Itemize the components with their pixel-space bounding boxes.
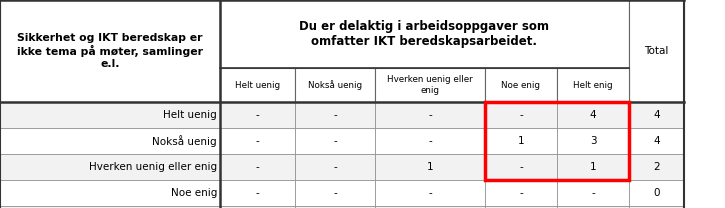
Bar: [0, 0, 220, 102]
Bar: [629, 128, 684, 154]
Bar: [485, 128, 557, 154]
Text: 4: 4: [653, 110, 660, 120]
Bar: [485, 206, 557, 208]
Text: 1: 1: [589, 162, 596, 172]
Text: -: -: [333, 188, 337, 198]
Bar: [485, 180, 557, 206]
Text: Helt enig: Helt enig: [573, 80, 613, 89]
Text: 4: 4: [589, 110, 596, 120]
Bar: [557, 128, 629, 154]
Bar: [220, 154, 295, 180]
Bar: [295, 128, 375, 154]
Bar: [0, 154, 220, 180]
Text: -: -: [428, 188, 432, 198]
Bar: [485, 102, 557, 128]
Text: Nokså uenig: Nokså uenig: [152, 135, 217, 147]
Text: -: -: [333, 136, 337, 146]
Bar: [0, 102, 220, 128]
Text: Du er delaktig i arbeidsoppgaver som
omfatter IKT beredskapsarbeidet.: Du er delaktig i arbeidsoppgaver som omf…: [299, 20, 550, 48]
Bar: [557, 206, 629, 208]
Text: -: -: [519, 110, 523, 120]
Text: 3: 3: [589, 136, 596, 146]
Bar: [557, 102, 629, 128]
Bar: [220, 0, 629, 68]
Bar: [629, 206, 684, 208]
Bar: [557, 180, 629, 206]
Text: Noe enig: Noe enig: [170, 188, 217, 198]
Text: Noe enig: Noe enig: [502, 80, 541, 89]
Bar: [220, 206, 295, 208]
Text: -: -: [428, 110, 432, 120]
Bar: [485, 154, 557, 180]
Text: Hverken uenig eller enig: Hverken uenig eller enig: [89, 162, 217, 172]
Bar: [220, 180, 295, 206]
Text: -: -: [519, 162, 523, 172]
Text: -: -: [333, 110, 337, 120]
Bar: [629, 102, 684, 128]
Bar: [375, 102, 485, 128]
Bar: [557, 154, 629, 180]
Text: -: -: [256, 188, 260, 198]
Bar: [629, 180, 684, 206]
Text: 1: 1: [518, 136, 524, 146]
Bar: [295, 206, 375, 208]
Bar: [220, 68, 295, 102]
Text: Total: Total: [645, 46, 668, 56]
Bar: [220, 102, 295, 128]
Text: 2: 2: [653, 162, 660, 172]
Text: Helt uenig: Helt uenig: [163, 110, 217, 120]
Bar: [557, 68, 629, 102]
Text: Sikkerhet og IKT beredskap er
ikke tema på møter, samlinger
e.l.: Sikkerhet og IKT beredskap er ikke tema …: [17, 33, 203, 69]
Bar: [375, 180, 485, 206]
Text: Nokså uenig: Nokså uenig: [308, 80, 362, 90]
Text: -: -: [519, 188, 523, 198]
Text: 1: 1: [427, 162, 434, 172]
Text: Hverken uenig eller
enig: Hverken uenig eller enig: [387, 75, 473, 95]
Text: -: -: [256, 162, 260, 172]
Bar: [375, 206, 485, 208]
Bar: [375, 128, 485, 154]
Text: -: -: [333, 162, 337, 172]
Bar: [629, 0, 684, 102]
Bar: [375, 68, 485, 102]
Text: 0: 0: [653, 188, 660, 198]
Bar: [629, 154, 684, 180]
Text: -: -: [428, 136, 432, 146]
Text: 4: 4: [653, 136, 660, 146]
Bar: [375, 154, 485, 180]
Text: Helt uenig: Helt uenig: [235, 80, 280, 89]
Bar: [0, 128, 220, 154]
Bar: [0, 180, 220, 206]
Bar: [0, 206, 220, 208]
Bar: [295, 154, 375, 180]
Bar: [485, 102, 629, 180]
Bar: [295, 68, 375, 102]
Text: -: -: [256, 110, 260, 120]
Text: -: -: [591, 188, 595, 198]
Bar: [485, 68, 557, 102]
Bar: [295, 180, 375, 206]
Bar: [295, 102, 375, 128]
Bar: [220, 128, 295, 154]
Text: -: -: [256, 136, 260, 146]
